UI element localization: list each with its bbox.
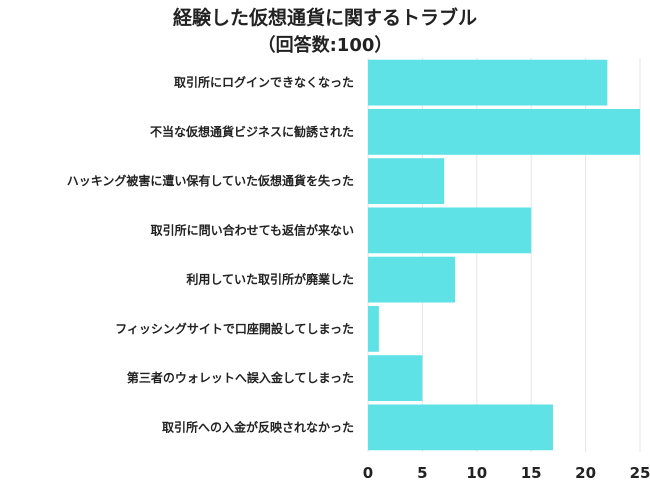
category-label: 不当な仮想通貨ビジネスに勧誘された [150,124,354,139]
chart-subtitle: （回答数:100） [257,35,393,56]
bar [368,158,445,205]
x-tick-label: 10 [466,464,487,482]
category-label: 取引所にログインできなくなった [174,75,354,90]
x-tick-label: 25 [630,464,650,482]
category-label: 取引所に問い合わせても返信が来ない [151,222,354,237]
x-tick-label: 5 [417,464,427,482]
bar [368,59,608,106]
category-label: 利用していた取引所が廃業した [186,272,354,287]
category-label: フィッシングサイトで口座開設してしまった [115,321,354,336]
bar [368,355,423,402]
bar [368,305,379,352]
x-axis: 0 5 10 15 20 25 [363,464,650,482]
bar [368,256,456,303]
bar [368,404,553,451]
y-axis: 取引所にログインできなくなった不当な仮想通貨ビジネスに勧誘されたハッキング被害に… [67,75,354,435]
category-label: 第三者のウォレットへ誤入金してしまった [127,370,354,385]
category-label: 取引所への入金が反映されなかった [162,419,354,434]
x-tick-label: 20 [575,464,596,482]
chart-title: 経験した仮想通貨に関するトラブル [172,7,477,29]
x-tick-label: 0 [363,464,373,482]
bar [368,207,532,254]
category-label: ハッキング被害に遭い保有していた仮想通貨を失った [67,173,354,188]
x-tick-label: 15 [521,464,542,482]
bars [368,59,640,451]
bar [368,108,640,155]
